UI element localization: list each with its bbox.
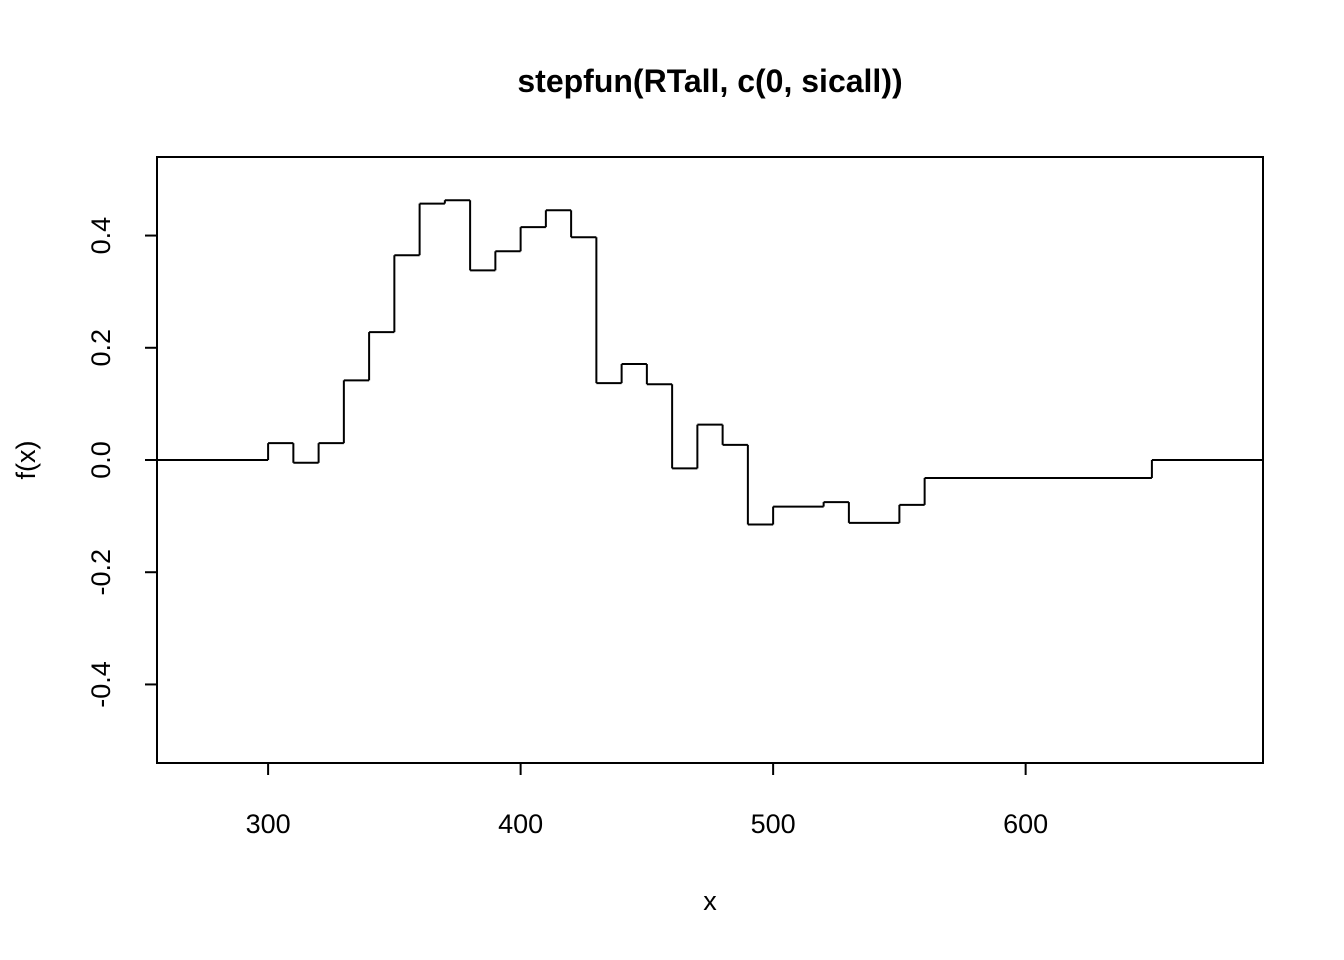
y-axis-label: f(x) [11, 441, 41, 480]
y-tick-label: 0.0 [86, 441, 116, 479]
y-tick-label: 0.4 [86, 217, 116, 255]
x-axis: 300 400 500 600 [246, 763, 1048, 839]
y-tick-label: -0.4 [86, 661, 116, 708]
y-tick-label: 0.2 [86, 329, 116, 367]
x-tick-label: 500 [751, 809, 796, 839]
x-tick-label: 300 [246, 809, 291, 839]
x-axis-label: x [703, 886, 717, 916]
chart-title: stepfun(RTall, c(0, sicall)) [517, 63, 902, 99]
x-tick-label: 600 [1003, 809, 1048, 839]
y-tick-label: -0.2 [86, 549, 116, 596]
series-group [157, 199, 1263, 526]
y-axis: -0.4 -0.2 0.0 0.2 0.4 [86, 217, 157, 708]
plot-frame [156, 156, 1264, 764]
x-tick-label: 400 [498, 809, 543, 839]
